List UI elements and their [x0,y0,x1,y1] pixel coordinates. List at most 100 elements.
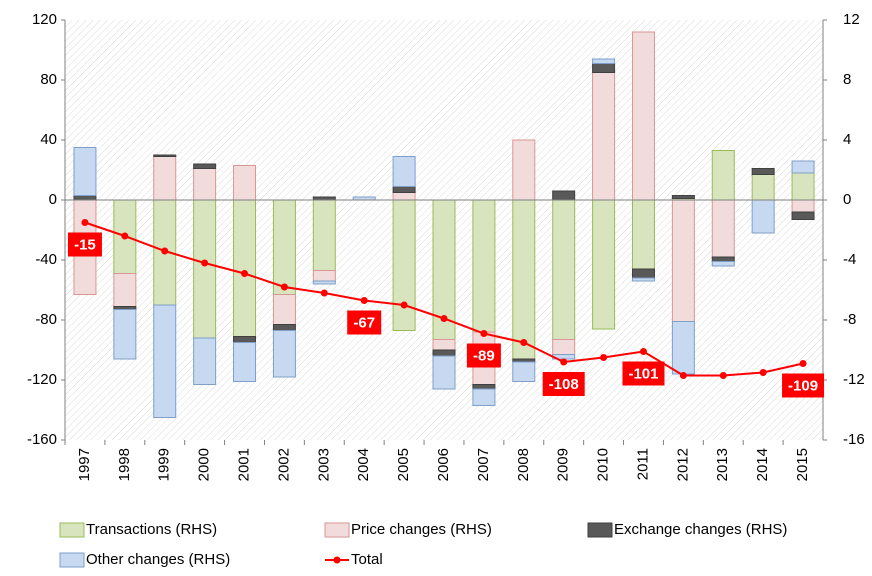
bar [512,139,536,201]
marker [480,330,488,337]
x-tick-label: 2006 [435,448,452,481]
y-tick-label: 40 [40,131,57,148]
bar [233,336,257,343]
bar [791,172,815,201]
bar [711,261,735,267]
bar [113,273,137,307]
bar [272,199,296,295]
bar [312,270,336,282]
x-tick-label: 2001 [235,448,252,481]
data-label-group: -101 [622,361,665,386]
bar [472,199,496,333]
legend-swatch [324,522,350,538]
bar [592,72,616,201]
bar [552,339,576,355]
y2-tick-label: 8 [843,71,851,88]
x-tick-label: 1999 [156,448,173,481]
marker [560,358,568,366]
bar [751,168,775,175]
y2-tick-label: -12 [843,371,865,388]
bar [512,199,536,360]
marker [320,289,328,297]
x-tick-label: 2000 [196,448,213,481]
bar [432,339,456,351]
y-tick-label: -160 [27,431,57,448]
legend-swatch [587,522,613,538]
y-tick-label: -120 [27,371,57,388]
y2-tick-label: -8 [843,311,856,328]
bar [711,150,735,201]
legend-marker [333,556,341,564]
data-label-box [542,372,585,396]
y-tick-label: 0 [49,191,57,208]
bar [153,304,177,418]
marker [400,301,408,309]
data-label-box [67,232,102,257]
data-label: -67 [353,314,375,331]
bar [631,31,655,201]
bar [392,156,416,187]
x-tick-label: 1998 [116,448,133,481]
bar [631,268,655,279]
data-label: -15 [74,236,96,253]
x-tick-label: 2004 [355,448,372,481]
data-label-group: -109 [782,373,825,398]
bar [73,195,97,201]
bar [472,388,496,406]
bar [153,154,177,157]
y2-tick-label: 4 [843,131,851,148]
marker [280,283,288,291]
bar [392,192,416,201]
bar [671,199,695,322]
bar [392,199,416,331]
bar [711,256,735,262]
data-label-group: -108 [542,372,585,396]
legend-label: Transactions (RHS) [86,521,217,538]
x-tick-label: 2002 [275,448,292,481]
marker [520,339,528,346]
marker [440,315,448,322]
bar [711,199,735,258]
bar [193,337,217,385]
marker [719,372,727,379]
x-tick-label: 2014 [754,448,771,481]
bar [592,63,616,73]
bar [671,321,695,375]
y2-tick-label: -16 [843,431,865,448]
data-label: -108 [549,376,579,393]
bar [472,384,496,390]
data-label-group: -67 [347,310,382,335]
y-tick-label: 120 [32,11,57,28]
x-tick-label: 1997 [76,448,93,481]
bar [73,147,97,196]
data-label-group: -15 [67,232,102,257]
data-label-box [347,310,382,335]
bar [272,330,296,378]
marker [360,297,368,304]
bar [552,190,576,201]
legend-label: Other changes (RHS) [86,551,230,568]
marker [679,372,687,379]
data-label-box [622,361,665,386]
bar [552,199,576,340]
y-tick-label: -80 [35,311,57,328]
bar [272,324,296,331]
bar [233,342,257,382]
bar [592,58,616,64]
data-label-group: -89 [466,343,501,368]
bar [751,174,775,201]
y2-tick-label: 12 [843,11,860,28]
bar [791,199,815,213]
legend-swatch [59,522,85,538]
x-tick-label: 2008 [515,448,532,481]
bar [193,199,217,339]
y-tick-label: -40 [35,251,57,268]
marker [600,354,608,361]
x-tick-label: 2003 [315,448,332,481]
bar [193,168,217,201]
x-tick-label: 2005 [395,448,412,481]
data-label: -101 [628,365,658,382]
marker [799,360,807,367]
